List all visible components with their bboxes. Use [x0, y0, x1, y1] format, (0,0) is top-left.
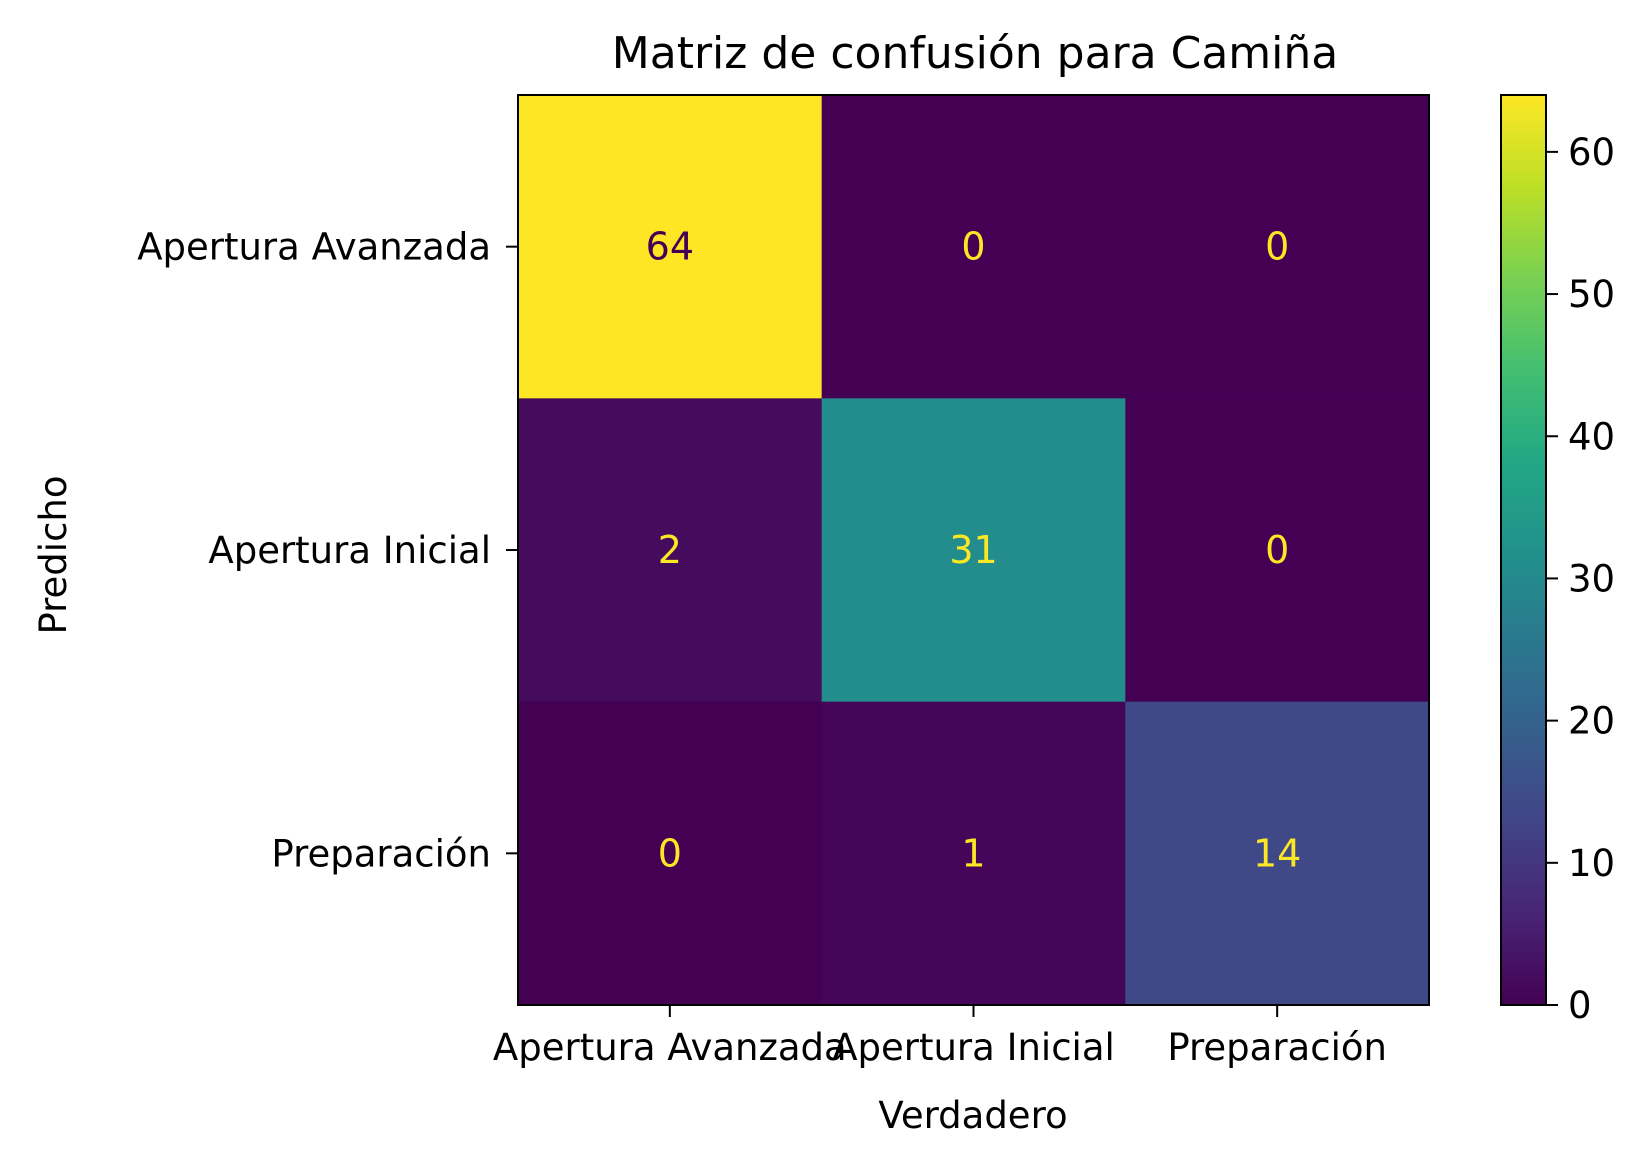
colorbar-tick-label: 10 — [1568, 842, 1615, 885]
colorbar — [1500, 94, 1547, 1006]
y-tick-label: Apertura Avanzada — [137, 226, 491, 269]
heatmap-cell-r0-c1 — [821, 95, 1126, 399]
colorbar-tick-label: 40 — [1568, 415, 1615, 458]
cell-value-r2-c2: 14 — [1253, 831, 1301, 875]
y-axis-ticks: Apertura Avanzada Apertura Inicial Prepara… — [137, 226, 518, 875]
cell-value-r1-c2: 0 — [1265, 528, 1289, 572]
heatmap-cell-r0-c0 — [518, 95, 823, 399]
heatmap-cell-r1-c0 — [518, 398, 823, 703]
heatmap-cell-r1-c1 — [821, 398, 1126, 703]
colorbar-tick-label: 50 — [1568, 273, 1615, 316]
x-tick-label: Preparación — [1167, 1026, 1387, 1069]
cell-value-r0-c1: 0 — [961, 225, 985, 269]
colorbar-tick-label: 30 — [1568, 557, 1615, 600]
heatmap-cell-r2-c2 — [1125, 701, 1430, 1006]
heatmap-cells — [518, 95, 1430, 1006]
heatmap-cell-labels: 64 0 0 2 31 0 0 1 14 — [646, 225, 1302, 876]
heatmap-cell-r2-c1 — [821, 701, 1126, 1006]
cell-value-r1-c1: 31 — [949, 528, 997, 572]
cell-value-r2-c1: 1 — [961, 831, 985, 875]
colorbar-tick-label: 20 — [1568, 700, 1615, 743]
colorbar-tick-label: 0 — [1568, 984, 1592, 1027]
chart-title: Matriz de confusión para Camiña — [612, 28, 1338, 79]
y-tick-label: Preparación — [271, 832, 491, 875]
colorbar-ticks: 0 10 20 30 40 50 60 — [1546, 131, 1615, 1027]
cell-value-r0-c2: 0 — [1265, 225, 1289, 269]
y-axis-label: Predicho — [32, 475, 75, 634]
x-axis-label: Verdadero — [878, 1094, 1067, 1137]
cell-value-r1-c0: 2 — [658, 528, 682, 572]
heatmap-cell-r1-c2 — [1125, 398, 1430, 703]
cell-value-r2-c0: 0 — [658, 831, 682, 875]
heatmap-cell-r2-c0 — [518, 701, 823, 1006]
x-tick-label: Apertura Inicial — [832, 1026, 1115, 1069]
heatmap-cell-r0-c2 — [1125, 95, 1430, 399]
colorbar-tick-label: 60 — [1568, 131, 1615, 174]
y-tick-label: Apertura Inicial — [208, 529, 491, 572]
x-tick-label: Apertura Avanzada — [493, 1026, 847, 1069]
cell-value-r0-c0: 64 — [646, 225, 694, 269]
